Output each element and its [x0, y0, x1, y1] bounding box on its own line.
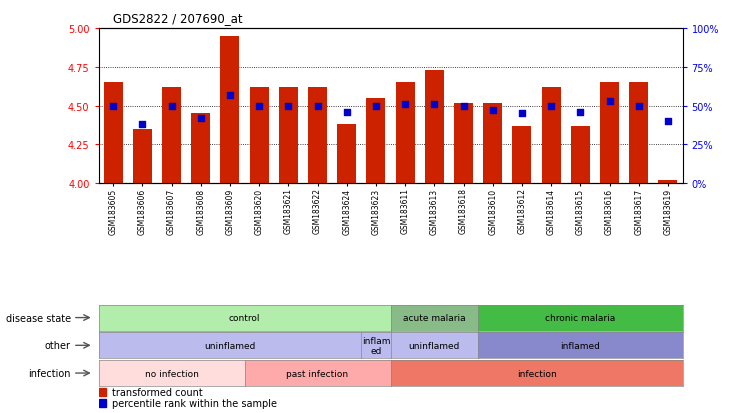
Point: [487, 108, 499, 114]
Text: chronic malaria: chronic malaria: [545, 313, 615, 322]
Bar: [104, 83, 123, 184]
Bar: [308, 88, 327, 184]
Bar: [99, 388, 106, 396]
Text: control: control: [228, 313, 261, 322]
Bar: [279, 88, 298, 184]
Bar: [425, 71, 444, 184]
Point: [195, 115, 207, 122]
Bar: [133, 130, 152, 184]
Point: [458, 103, 469, 109]
Point: [399, 102, 411, 108]
Bar: [220, 37, 239, 184]
Text: acute malaria: acute malaria: [403, 313, 466, 322]
Text: inflamed: inflamed: [561, 341, 600, 350]
Text: inflam
ed: inflam ed: [361, 336, 391, 355]
Text: percentile rank within the sample: percentile rank within the sample: [112, 398, 277, 408]
Point: [107, 103, 119, 109]
Point: [283, 103, 294, 109]
Text: uninflamed: uninflamed: [409, 341, 460, 350]
Point: [137, 121, 148, 128]
Point: [370, 103, 382, 109]
Point: [166, 103, 177, 109]
Text: disease state: disease state: [6, 313, 71, 323]
Point: [545, 103, 557, 109]
Bar: [542, 88, 561, 184]
Point: [604, 98, 615, 105]
Bar: [512, 126, 531, 184]
Point: [429, 102, 440, 108]
Text: past infection: past infection: [286, 369, 349, 377]
Bar: [162, 88, 181, 184]
Bar: [571, 126, 590, 184]
Bar: [658, 181, 677, 184]
Bar: [629, 83, 648, 184]
Point: [253, 103, 265, 109]
Bar: [600, 83, 619, 184]
Bar: [454, 103, 473, 184]
Text: infection: infection: [517, 369, 556, 377]
Point: [575, 109, 586, 116]
Bar: [191, 114, 210, 184]
Text: infection: infection: [28, 368, 71, 378]
Point: [341, 109, 353, 116]
Text: no infection: no infection: [145, 369, 199, 377]
Point: [224, 92, 236, 99]
Text: GDS2822 / 207690_at: GDS2822 / 207690_at: [113, 12, 243, 25]
Bar: [337, 125, 356, 184]
Point: [516, 111, 528, 117]
Text: uninflamed: uninflamed: [204, 341, 255, 350]
Bar: [250, 88, 269, 184]
Point: [633, 103, 645, 109]
Bar: [366, 99, 385, 184]
Text: other: other: [45, 340, 71, 351]
Bar: [396, 83, 415, 184]
Point: [662, 119, 674, 125]
Point: [312, 103, 323, 109]
Bar: [483, 103, 502, 184]
Bar: [99, 399, 106, 406]
Text: transformed count: transformed count: [112, 387, 202, 397]
